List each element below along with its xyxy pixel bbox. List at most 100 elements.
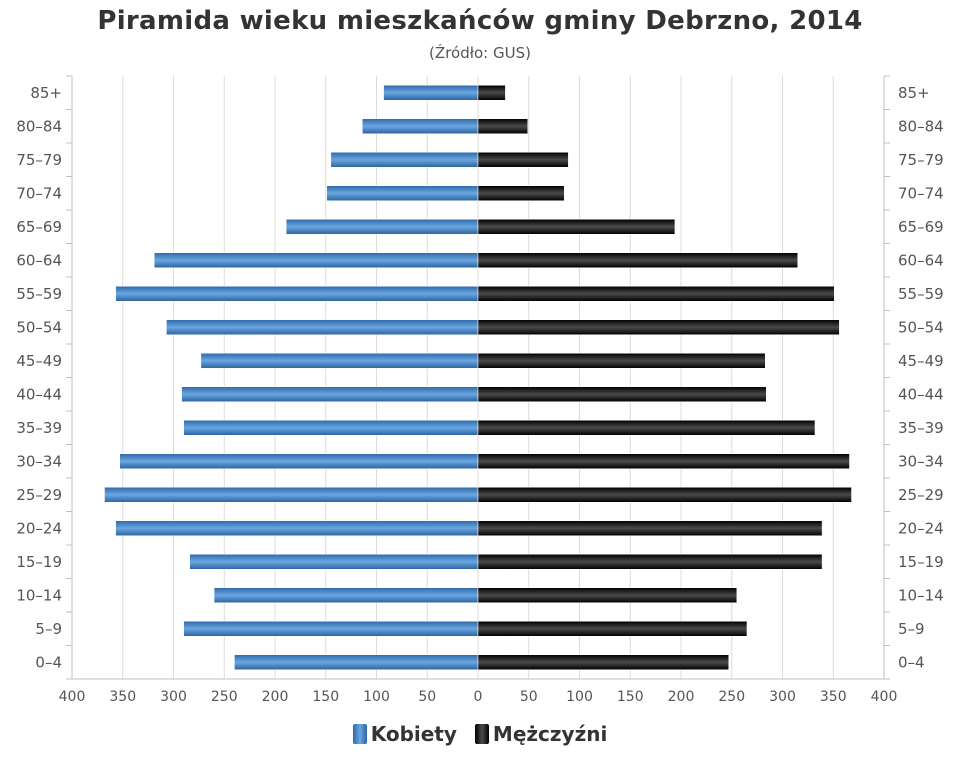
x-tick-label: 0 [474, 689, 483, 705]
y-tick-label-right: 35–39 [898, 419, 944, 437]
bar-female [183, 621, 479, 637]
y-tick-label-right: 60–64 [898, 251, 944, 269]
x-tick-label: 150 [617, 689, 644, 705]
bars [104, 85, 852, 670]
y-tick-label-right: 40–44 [898, 385, 944, 403]
bar-male [477, 453, 850, 469]
y-tick-label-left: 65–69 [16, 218, 62, 236]
x-tick-label: 400 [59, 689, 86, 705]
bar-male [477, 118, 528, 134]
x-tick-label: 150 [312, 689, 339, 705]
y-tick-label-right: 75–79 [898, 151, 944, 169]
y-tick-label-left: 50–54 [16, 318, 62, 336]
y-tick-label-left: 35–39 [16, 419, 62, 437]
bar-female [115, 520, 479, 536]
x-tick-label: 350 [109, 689, 136, 705]
bar-female [181, 386, 479, 402]
bar-female [119, 453, 479, 469]
bar-female [330, 152, 479, 168]
bar-male [477, 152, 569, 168]
bar-female [200, 353, 479, 369]
bar-female [104, 487, 479, 503]
bar-female [383, 85, 479, 101]
bar-male [477, 319, 840, 335]
y-tick-label-right: 10–14 [898, 586, 944, 604]
y-tick-label-left: 70–74 [16, 184, 62, 202]
x-tick-label: 200 [668, 689, 695, 705]
y-tick-label-right: 15–19 [898, 553, 944, 571]
x-tick-label: 100 [566, 689, 593, 705]
x-tick-label: 400 [871, 689, 898, 705]
bar-male [477, 554, 823, 570]
bar-male [477, 386, 767, 402]
tick-labels: 400 350 300 250 200 150 100 50 0 50 100 150 200 250 30… [16, 84, 943, 705]
legend-swatch-male [474, 724, 489, 744]
y-tick-label-right: 45–49 [898, 352, 944, 370]
y-tick-label-right: 50–54 [898, 318, 944, 336]
y-tick-label-left: 0–4 [35, 653, 62, 671]
y-tick-label-right: 25–29 [898, 486, 944, 504]
chart-subtitle: (Źródło: GUS) [429, 44, 531, 62]
bar-female [234, 654, 479, 670]
y-tick-label-right: 65–69 [898, 218, 944, 236]
x-tick-label: 200 [262, 689, 289, 705]
y-tick-label-left: 30–34 [16, 452, 62, 470]
x-tick-label: 300 [769, 689, 796, 705]
y-tick-label-left: 85+ [30, 84, 62, 102]
y-tick-label-right: 70–74 [898, 184, 944, 202]
y-tick-label-left: 55–59 [16, 285, 62, 303]
bar-male [477, 420, 816, 436]
y-tick-label-left: 60–64 [16, 251, 62, 269]
y-tick-label-right: 80–84 [898, 117, 944, 135]
legend-swatch-female [352, 724, 367, 744]
bar-male [477, 520, 823, 536]
y-tick-label-left: 20–24 [16, 519, 62, 537]
y-tick-label-right: 85+ [898, 84, 930, 102]
x-tick-label: 300 [160, 689, 187, 705]
x-tick-label: 250 [211, 689, 238, 705]
bar-male [477, 353, 766, 369]
bar-female [285, 219, 479, 235]
y-tick-label-left: 5–9 [35, 620, 62, 638]
bar-male [477, 654, 729, 670]
y-tick-label-right: 20–24 [898, 519, 944, 537]
x-tick-label: 250 [718, 689, 745, 705]
bar-female [183, 420, 479, 436]
legend-item-female[interactable]: Kobiety [352, 722, 457, 746]
legend-label-female: Kobiety [370, 722, 457, 746]
bar-male [477, 219, 676, 235]
bar-female [326, 185, 479, 201]
y-tick-label-right: 55–59 [898, 285, 944, 303]
x-tick-label: 100 [363, 689, 390, 705]
y-tick-label-left: 10–14 [16, 586, 62, 604]
y-tick-label-left: 45–49 [16, 352, 62, 370]
y-tick-label-right: 30–34 [898, 452, 944, 470]
bar-male [477, 252, 798, 268]
bar-male [477, 85, 506, 101]
bar-female [153, 252, 479, 268]
bar-female [362, 118, 479, 134]
y-tick-label-right: 0–4 [898, 653, 925, 671]
bar-male [477, 621, 748, 637]
chart-title: Piramida wieku mieszkańców gminy Debrzno… [97, 6, 863, 36]
bar-female [189, 554, 479, 570]
bar-male [477, 587, 738, 603]
y-tick-label-left: 15–19 [16, 553, 62, 571]
y-tick-label-left: 25–29 [16, 486, 62, 504]
bar-male [477, 185, 565, 201]
legend-label-male: Mężczyźni [492, 722, 608, 746]
bar-female [213, 587, 479, 603]
y-tick-label-left: 75–79 [16, 151, 62, 169]
x-tick-label: 350 [820, 689, 847, 705]
bar-female [166, 319, 479, 335]
bar-female [115, 286, 479, 302]
x-tick-label: 50 [520, 689, 538, 705]
y-tick-label-right: 5–9 [898, 620, 925, 638]
axes [66, 75, 890, 680]
legend: Kobiety Mężczyźni [0, 722, 960, 746]
bar-male [477, 487, 852, 503]
legend-item-male[interactable]: Mężczyźni [474, 722, 608, 746]
x-tick-label: 50 [418, 689, 436, 705]
bar-male [477, 286, 835, 302]
